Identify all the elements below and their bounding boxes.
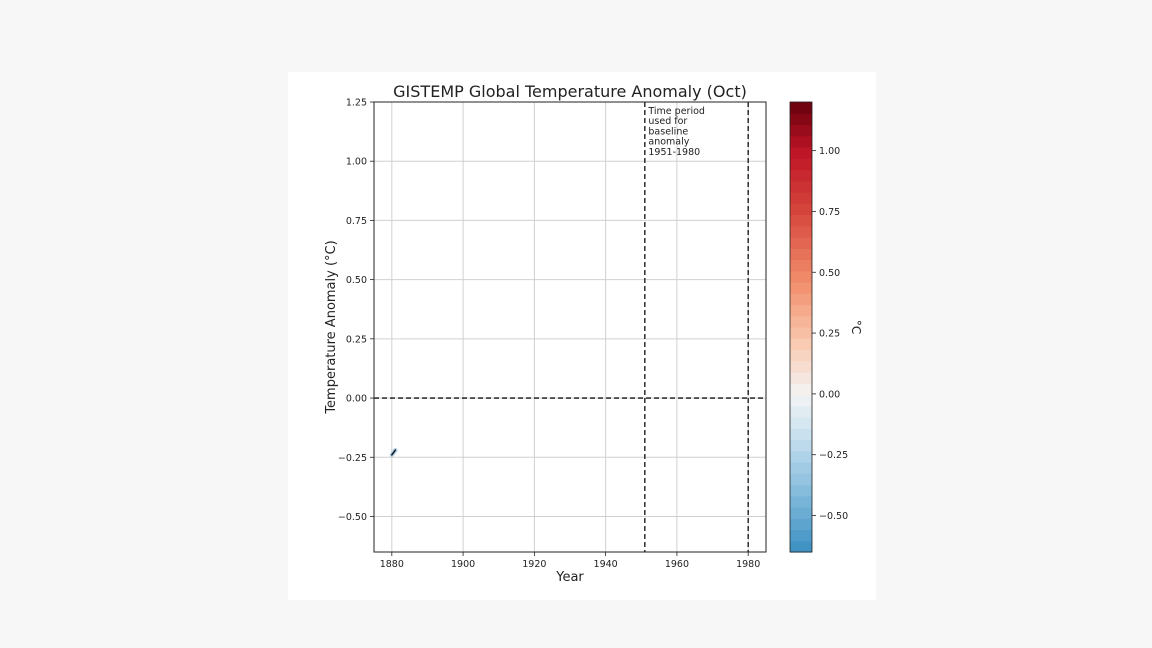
colorbar-band — [790, 417, 812, 429]
colorbar-band — [790, 349, 812, 362]
colorbar-band — [790, 439, 812, 452]
colorbar-tick-label: 0.50 — [819, 268, 840, 279]
colorbar-band — [790, 315, 812, 328]
colorbar-band — [790, 327, 812, 339]
colorbar-band — [790, 450, 812, 463]
y-tick-label: −0.25 — [338, 453, 367, 464]
y-tick-label: −0.50 — [338, 512, 367, 523]
annotation-line: anomaly — [648, 137, 689, 148]
colorbar-band — [790, 428, 812, 441]
colorbar-band — [790, 495, 812, 508]
colorbar-band — [790, 203, 812, 216]
colorbar-band — [790, 225, 812, 238]
colorbar-tick-label: −0.50 — [819, 511, 848, 522]
y-tick-label: 1.00 — [346, 157, 367, 168]
colorbar-band — [790, 147, 812, 159]
colorbar-ticks: −0.50 −0.25 0.00 0.25 0.50 0.75 1.00 — [812, 146, 848, 522]
colorbar-band — [790, 360, 812, 373]
colorbar-tick-label: −0.25 — [819, 450, 848, 461]
x-tick-label: 1880 — [380, 559, 404, 570]
series-line — [391, 449, 397, 456]
colorbar-band — [790, 135, 812, 148]
colorbar-bands — [790, 102, 812, 553]
colorbar-tick-label: 0.25 — [819, 329, 840, 340]
colorbar-band — [790, 180, 812, 193]
colorbar-band — [790, 405, 812, 418]
colorbar: −0.50 −0.25 0.00 0.25 0.50 0.75 1.00 °C — [789, 101, 863, 553]
colorbar-band — [790, 383, 812, 396]
colorbar-band — [790, 518, 812, 531]
canvas-background — [288, 72, 876, 600]
x-tick-label: 1960 — [665, 559, 689, 570]
y-tick-label: 0.00 — [346, 394, 367, 405]
y-axis-label: Temperature Anomaly (°C) — [324, 240, 339, 414]
annotation-line: Time period — [647, 106, 705, 117]
colorbar-band — [790, 304, 812, 317]
colorbar-band — [790, 169, 812, 182]
y-tick-label: 0.75 — [346, 216, 367, 227]
colorbar-band — [790, 270, 812, 283]
y-tick-label: 0.50 — [346, 275, 367, 286]
annotation-line: 1951-1980 — [648, 147, 700, 158]
colorbar-band — [790, 214, 812, 227]
colorbar-band — [790, 102, 812, 114]
x-tick-label: 1920 — [522, 559, 546, 570]
colorbar-frame — [789, 101, 813, 553]
colorbar-band — [790, 293, 812, 306]
x-tick-label: 1940 — [594, 559, 618, 570]
annotation-line: baseline — [648, 126, 688, 137]
colorbar-band — [790, 338, 812, 351]
colorbar-band — [790, 237, 812, 249]
y-axis-ticks: −0.50 −0.25 0.00 0.25 0.50 0.75 1.00 1.25 — [338, 98, 374, 523]
colorbar-band — [790, 529, 812, 542]
x-tick-label: 1980 — [736, 559, 760, 570]
x-axis-ticks: 1880 1900 1920 1940 1960 1980 — [380, 552, 760, 570]
colorbar-band — [790, 259, 812, 272]
colorbar-band — [790, 192, 812, 204]
colorbar-band — [790, 248, 812, 261]
y-tick-label: 0.25 — [346, 334, 367, 345]
colorbar-band — [790, 484, 812, 497]
colorbar-band — [790, 282, 812, 294]
colorbar-tick-label: 0.00 — [819, 389, 840, 400]
colorbar-band — [790, 113, 812, 126]
series-layer — [389, 447, 398, 458]
colorbar-label: °C — [849, 320, 863, 334]
colorbar-band — [790, 394, 812, 407]
colorbar-band — [790, 372, 812, 384]
colorbar-band — [790, 507, 812, 519]
colorbar-tick-label: 0.75 — [819, 207, 840, 218]
reference-lines — [374, 102, 766, 552]
plot-area — [373, 101, 767, 553]
colorbar-band — [790, 158, 812, 171]
colorbar-band — [790, 473, 812, 486]
x-tick-label: 1900 — [451, 559, 475, 570]
colorbar-tick-label: 1.00 — [819, 146, 840, 157]
x-axis-label: Year — [555, 570, 584, 585]
colorbar-band — [790, 462, 812, 474]
y-tick-label: 1.25 — [346, 98, 367, 109]
chart-title: GISTEMP Global Temperature Anomaly (Oct) — [393, 82, 747, 101]
baseline-annotation: Time period used for baseline anomaly 1951-1… — [647, 106, 705, 158]
colorbar-band — [790, 540, 812, 553]
plot-frame — [373, 101, 767, 553]
colorbar-band — [790, 124, 812, 137]
annotation-line: used for — [648, 116, 687, 127]
